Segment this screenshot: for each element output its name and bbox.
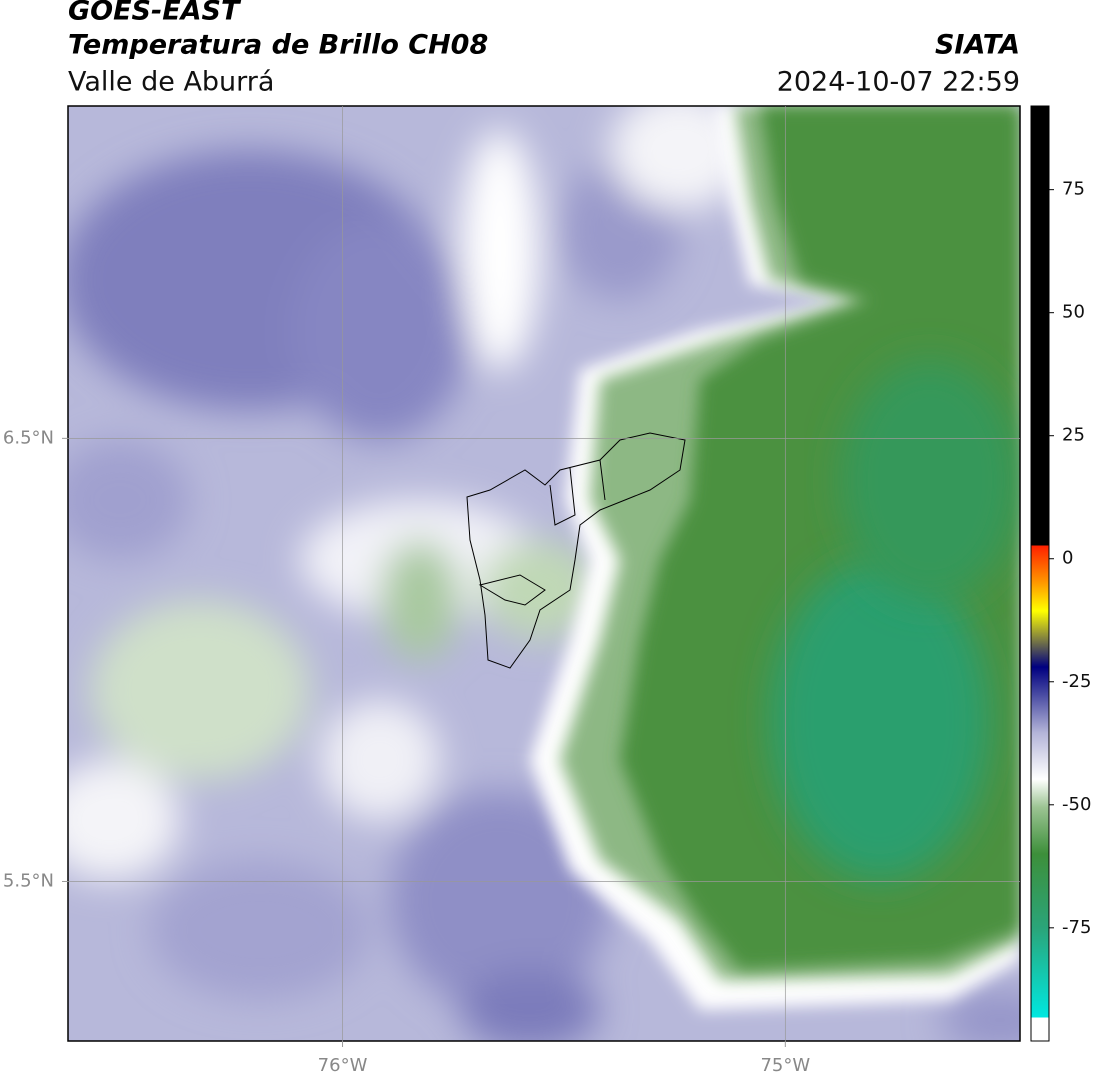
colorbar-tick-label: -25 [1062,671,1091,692]
lon-tick-label: 76°W [318,1055,368,1076]
lon-tick-label: 75°W [760,1055,810,1076]
map-frame [67,105,1021,1042]
lat-tick-label: 6.5°N [3,427,54,448]
colorbar-tick-label: 0 [1062,548,1073,569]
lat-tick-label: 5.5°N [3,870,54,891]
timestamp: 2024-10-07 22:59 [777,67,1020,98]
colorbar-tick-label: 50 [1062,302,1085,323]
colorbar-tick-label: -75 [1062,917,1091,938]
satellite-image [68,106,1020,1041]
colorbar-tick-label: 75 [1062,179,1085,200]
title: GOES-EAST [68,0,242,27]
colorbar-tick-label: -50 [1062,794,1091,815]
subtitle: Temperatura de Brillo CH08 [68,30,488,61]
colorbar-tick-label: 25 [1062,425,1085,446]
region: Valle de Aburrá [68,67,274,98]
colorbar [1030,105,1050,1042]
source: SIATA [935,30,1020,61]
